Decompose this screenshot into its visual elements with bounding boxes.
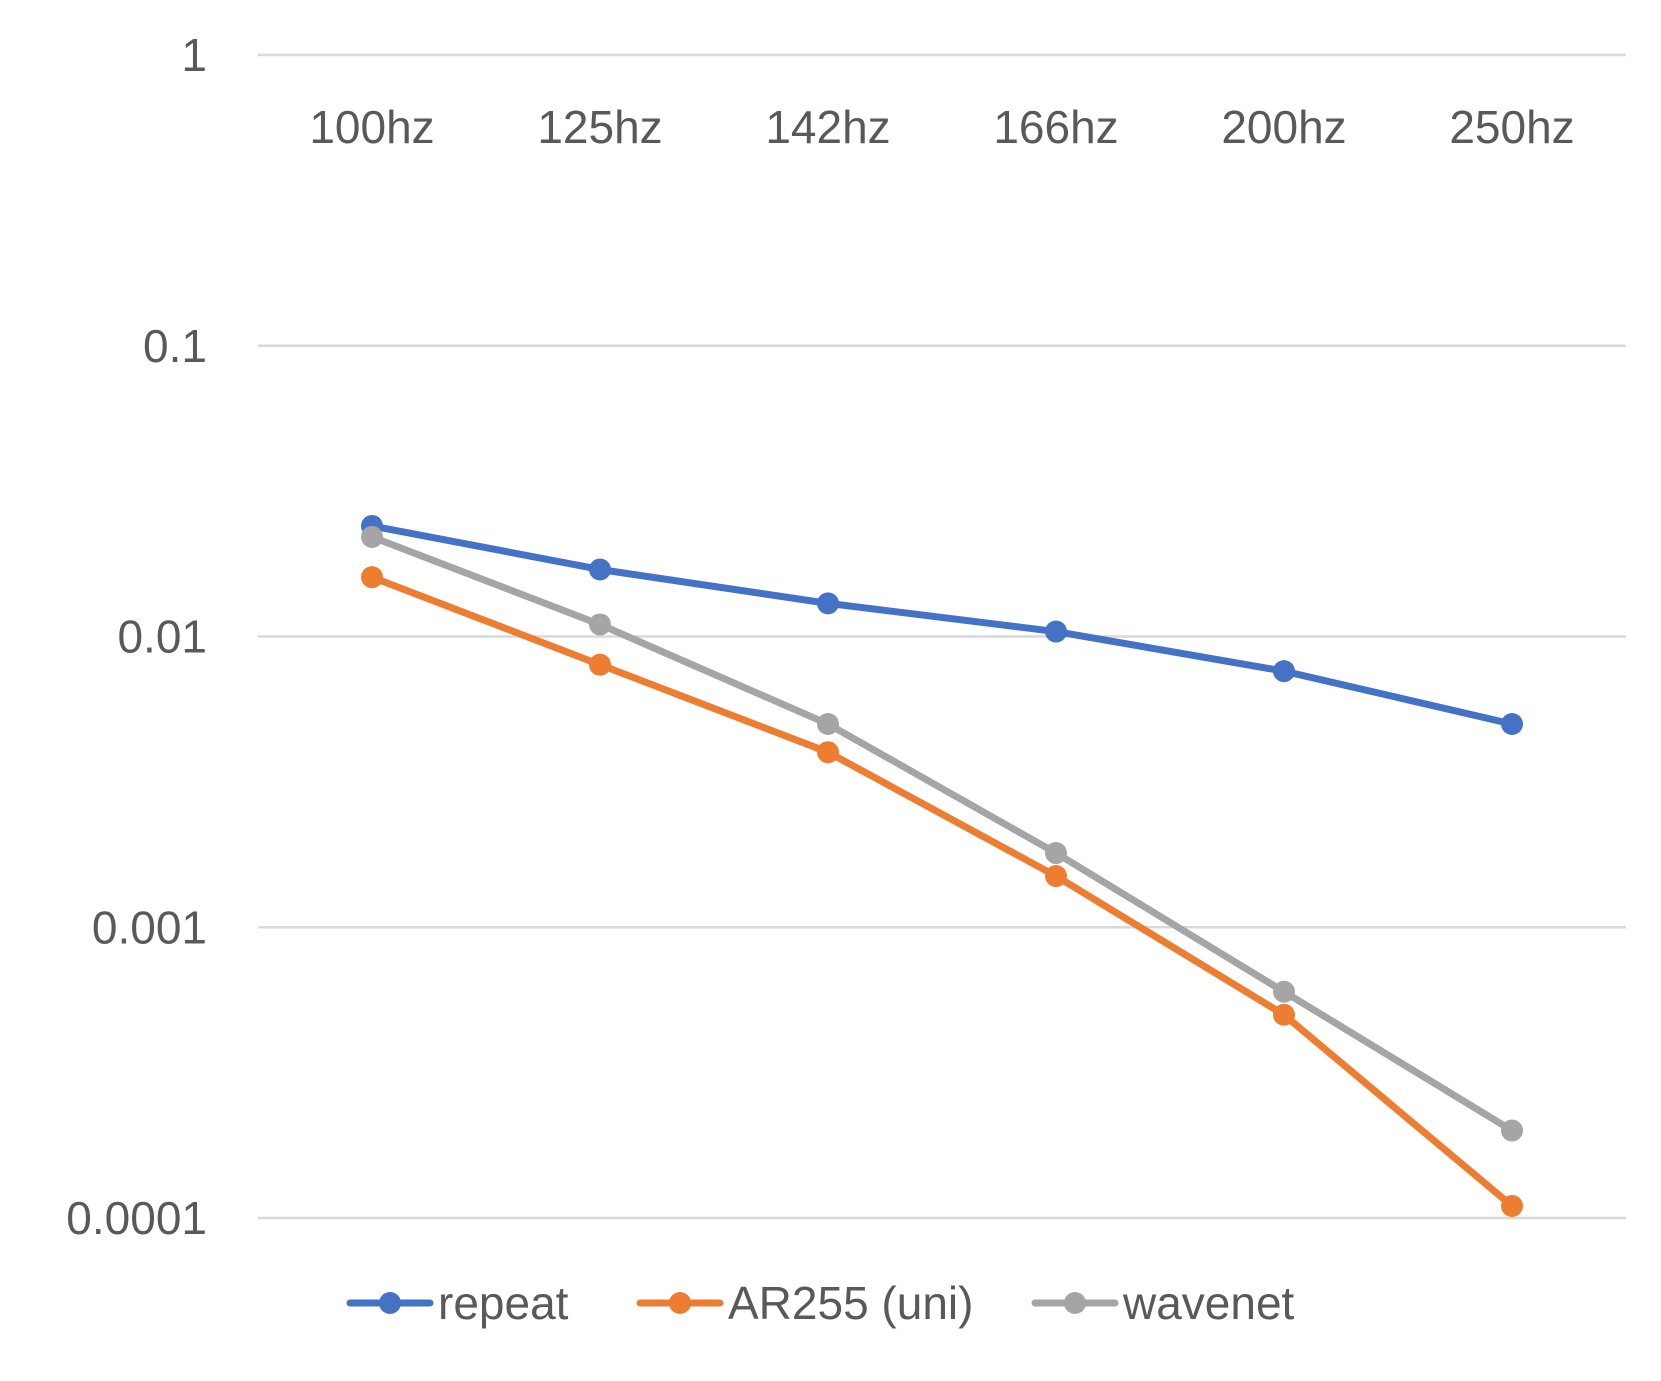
x-tick-label: 125hz bbox=[537, 101, 662, 153]
data-point bbox=[589, 558, 611, 581]
data-point bbox=[1501, 713, 1523, 736]
data-point bbox=[1045, 865, 1067, 888]
series-line bbox=[368, 533, 1516, 1134]
legend-label: repeat bbox=[438, 1277, 569, 1329]
legend-swatch-marker bbox=[669, 1292, 691, 1314]
data-point bbox=[589, 653, 611, 676]
x-tick-label: 250hz bbox=[1449, 101, 1574, 153]
series-line bbox=[368, 573, 1516, 1210]
gridlines bbox=[258, 53, 1626, 1220]
data-point bbox=[1273, 660, 1295, 683]
y-tick-label: 1 bbox=[181, 29, 207, 81]
data-point bbox=[1045, 620, 1067, 643]
y-tick-label: 0.1 bbox=[143, 320, 207, 372]
x-tick-label: 142hz bbox=[765, 101, 890, 153]
legend-label: AR255 (uni) bbox=[728, 1277, 973, 1329]
data-point bbox=[817, 741, 839, 764]
series-ar255-uni bbox=[361, 566, 1523, 1217]
series-wavenet bbox=[361, 525, 1523, 1142]
data-point bbox=[361, 525, 383, 548]
data-point bbox=[1273, 980, 1295, 1003]
legend-item: repeat bbox=[346, 1277, 569, 1329]
y-axis-tick-labels: 1 0.1 0.01 0.001 0.0001 bbox=[66, 29, 207, 1244]
x-axis-tick-labels: 100hz 125hz 142hz 166hz 200hz 250hz bbox=[309, 101, 1574, 153]
data-point bbox=[817, 592, 839, 615]
y-tick-label: 0.001 bbox=[92, 901, 207, 953]
legend-item: wavenet bbox=[1031, 1277, 1295, 1329]
series-lines bbox=[361, 514, 1523, 1217]
data-point bbox=[589, 613, 611, 636]
data-point bbox=[1501, 1119, 1523, 1142]
series-repeat bbox=[361, 514, 1523, 736]
data-point bbox=[1501, 1194, 1523, 1217]
x-tick-label: 200hz bbox=[1221, 101, 1346, 153]
y-tick-label: 0.01 bbox=[117, 611, 207, 663]
legend-item: AR255 (uni) bbox=[636, 1277, 973, 1329]
legend-label: wavenet bbox=[1122, 1277, 1295, 1329]
legend: repeat AR255 (uni) wavenet bbox=[346, 1277, 1295, 1329]
y-tick-label: 0.0001 bbox=[66, 1192, 207, 1244]
legend-swatch-marker bbox=[1064, 1292, 1086, 1314]
series-line bbox=[368, 522, 1516, 728]
data-point bbox=[817, 713, 839, 736]
x-tick-label: 166hz bbox=[993, 101, 1118, 153]
x-tick-label: 100hz bbox=[309, 101, 434, 153]
legend-swatch-marker bbox=[379, 1292, 401, 1314]
data-point bbox=[1045, 842, 1067, 865]
data-point bbox=[1273, 1003, 1295, 1026]
data-point bbox=[361, 566, 383, 589]
